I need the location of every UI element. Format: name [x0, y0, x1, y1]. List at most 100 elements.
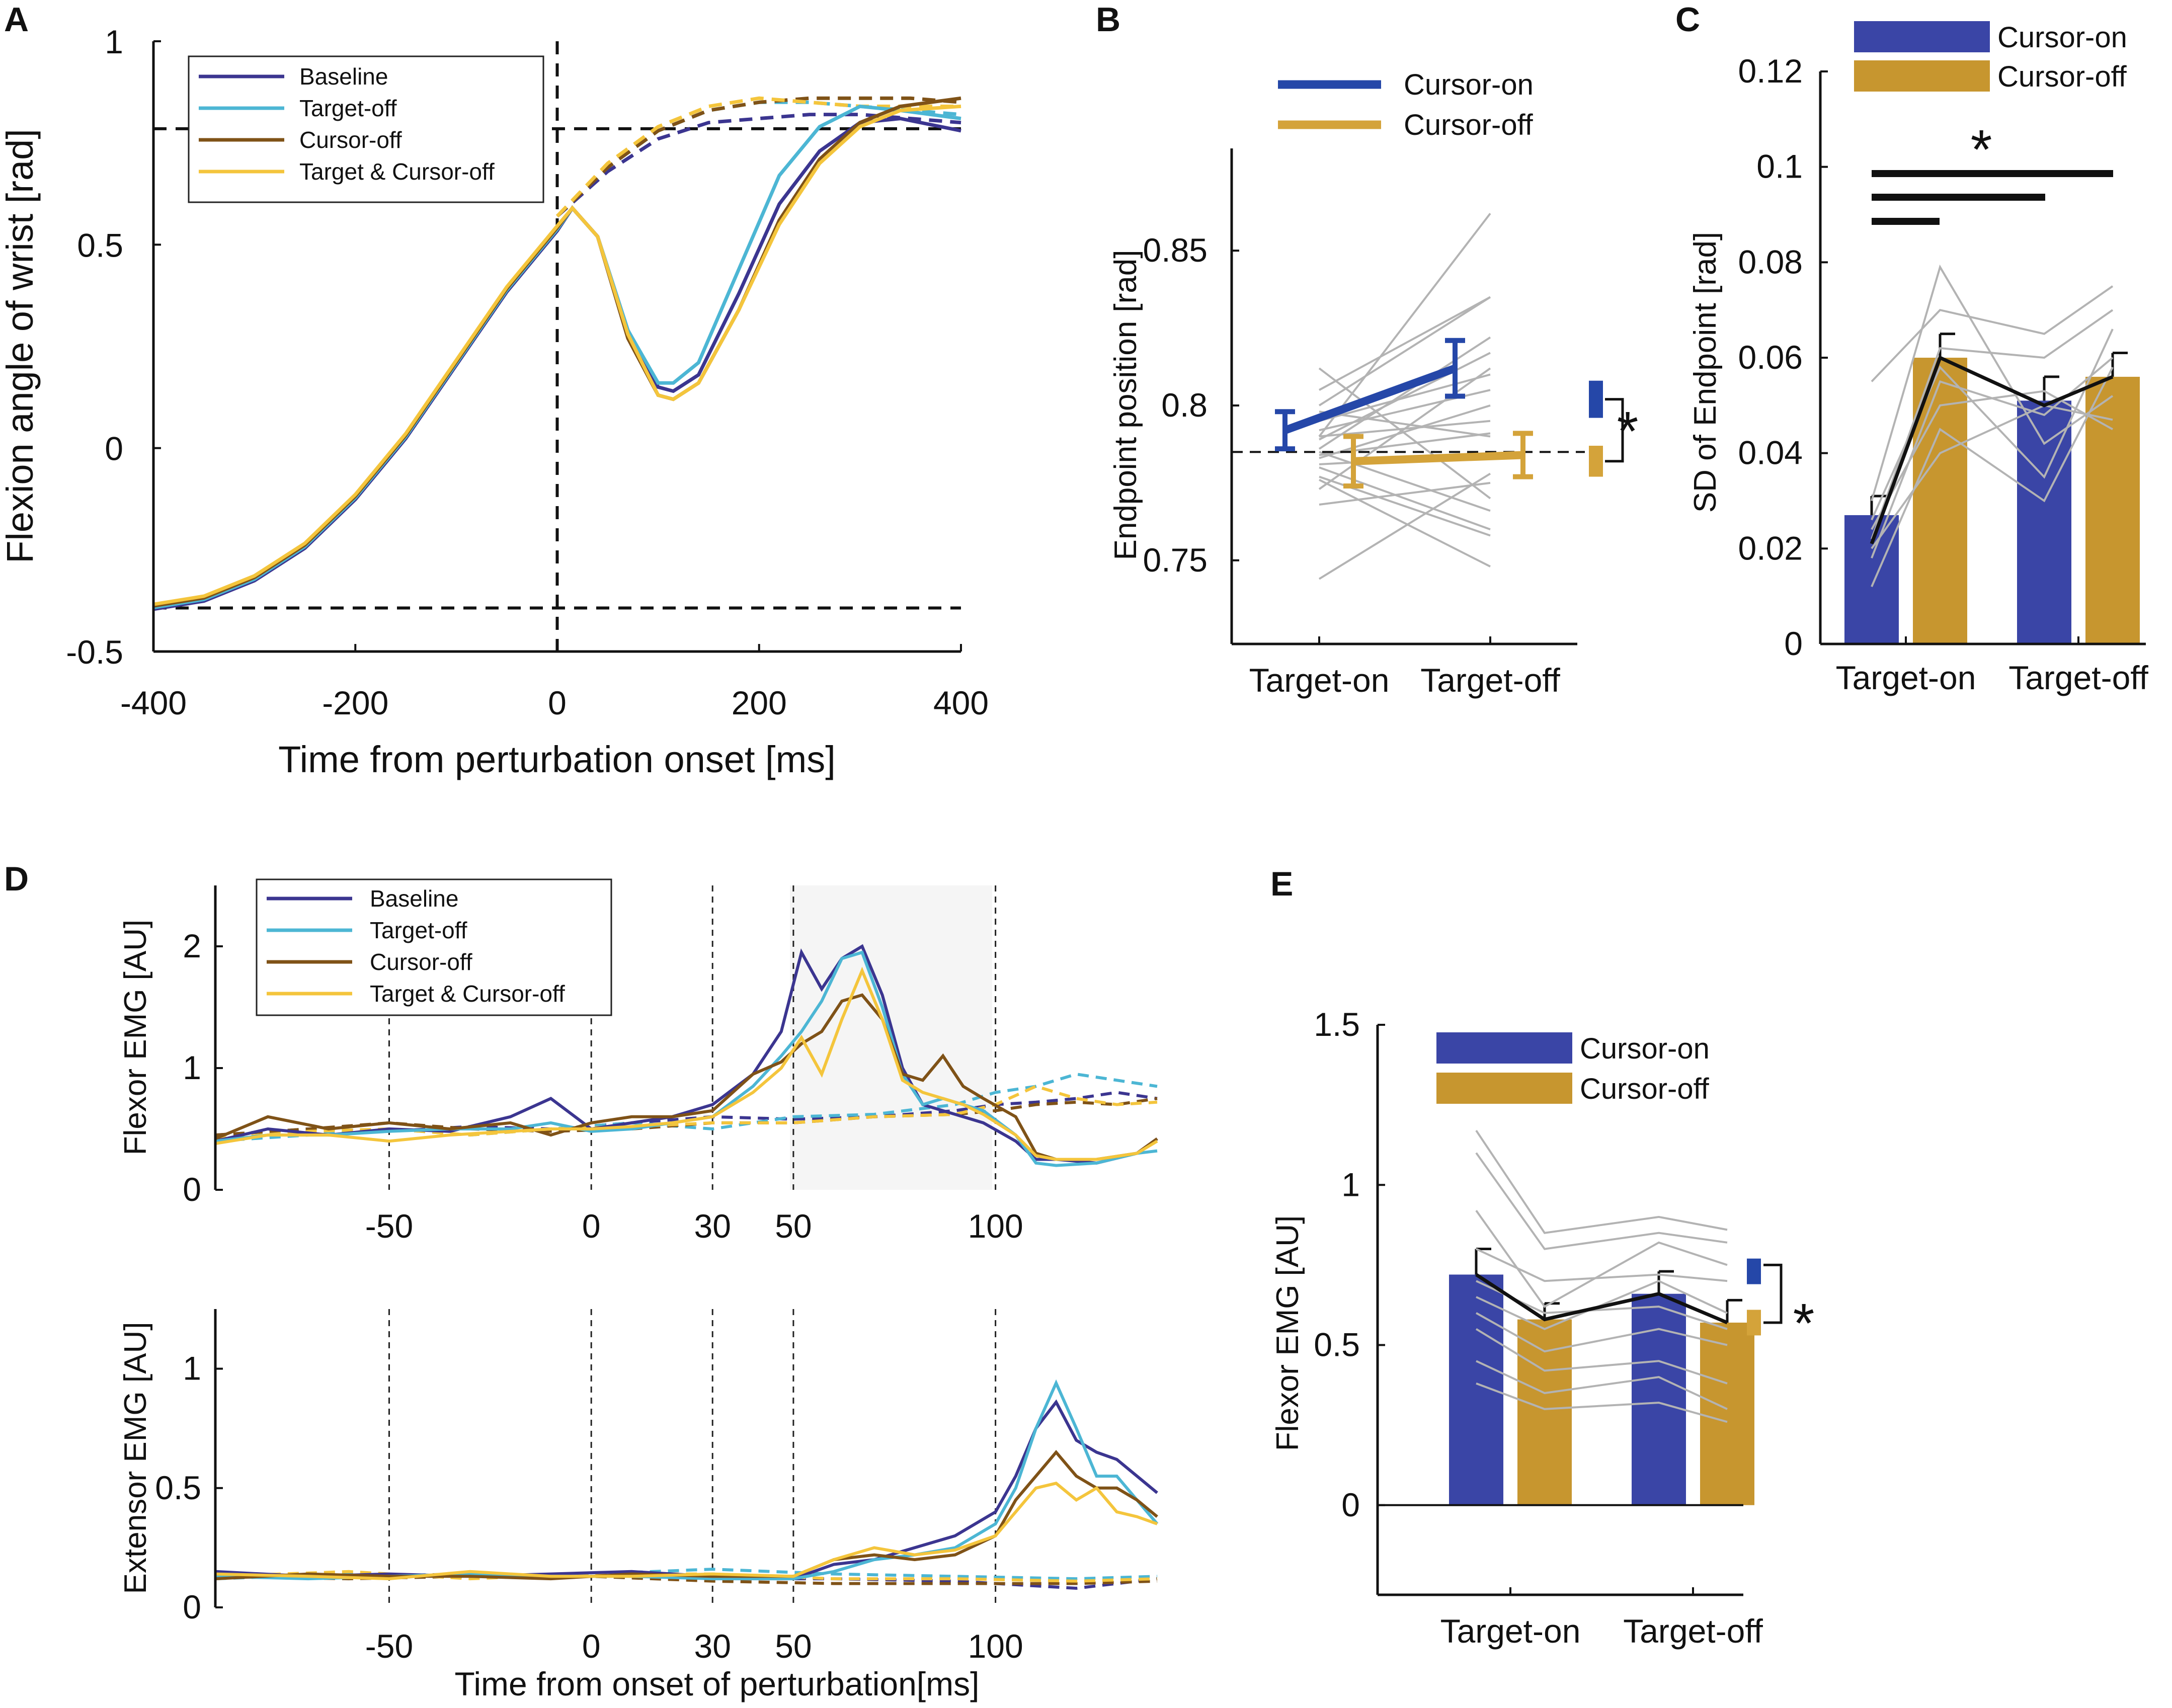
panel-e-significance: * — [1747, 1258, 1815, 1354]
panel-b-ytick-label: 0.8 — [1161, 386, 1208, 424]
panel-d-xtick-label: 30 — [694, 1628, 731, 1665]
panel-e-plot — [1378, 1129, 1754, 1506]
legend-d-baseline: Baseline — [370, 885, 458, 912]
panel-e-sig-marker-cursor-on — [1747, 1258, 1761, 1284]
panel-c-individual-line — [1871, 329, 2114, 521]
panel-c-individual-line — [1871, 357, 2114, 559]
panel-e: E Cursor-on Cursor-off 0 0.5 1 1.5 Target-on… — [1270, 865, 1814, 1650]
panel-a-ytick-label: 0 — [105, 430, 123, 467]
legend-a-target-cursor-off: Target & Cursor-off — [299, 158, 495, 185]
panel-a-line-target-cursor-off — [153, 104, 961, 606]
panel-e-legend: Cursor-on Cursor-off — [1436, 1032, 1710, 1105]
panel-d-ticks: 0 1 2 -50 0 30 50 100 0 0.5 1 -50 0 30 50 100 — [155, 927, 1023, 1665]
panel-d-x-label: Time from onset of perturbation[ms] — [455, 1665, 980, 1702]
panel-d-line-cursor-off — [214, 993, 1158, 1161]
panel-c-individual-line — [1871, 367, 2114, 587]
panel-c-ytick-label: 0.12 — [1738, 52, 1803, 90]
panel-c-ytick-label: 0.06 — [1738, 339, 1803, 376]
legend-a-baseline: Baseline — [299, 63, 388, 90]
panel-e-sig-bracket — [1763, 1263, 1783, 1324]
panel-a-series — [153, 96, 961, 611]
panel-d-line-target-cursor-off — [215, 966, 1158, 1161]
legend-c-swatch-cursor-off — [1854, 60, 1990, 92]
panel-e-bar-cursor-on — [1632, 1293, 1686, 1505]
panel-a-xtick-label: 400 — [933, 684, 989, 721]
panel-b-individual-line — [1319, 404, 1491, 459]
panel-d-flexor-y-label: Flexor EMG [AU] — [118, 920, 153, 1156]
panel-e-ytick-label: 1 — [1341, 1166, 1360, 1203]
panel-c-individual-line — [1871, 285, 2114, 382]
panel-e-individual-line — [1476, 1360, 1728, 1410]
panel-e-individual-line — [1476, 1312, 1728, 1353]
panel-b-individual-line — [1318, 296, 1491, 406]
panel-e-individual-line — [1475, 1328, 1728, 1385]
panel-d-extensor-plot — [215, 1309, 1159, 1607]
panel-b-ticks: 0.75 0.8 0.85 Target-on Target-off — [1143, 231, 1561, 699]
panel-b-sig-marker-cursor-on — [1589, 380, 1603, 418]
panel-d-ytick-label: 1 — [183, 1350, 201, 1387]
panel-b-significance: * — [1589, 380, 1638, 477]
panel-b-individual-line — [1319, 373, 1491, 422]
panel-d-xtick-label: 30 — [694, 1207, 731, 1245]
panel-e-individual-line — [1475, 1152, 1728, 1250]
panel-d-xtick-label: 100 — [968, 1628, 1023, 1665]
panel-b-sig-bracket — [1605, 398, 1624, 463]
panel-b-individual-line — [1319, 481, 1491, 506]
panel-a-y-label: Flexion angle of wrist [rad] — [0, 129, 41, 563]
panel-c-bar-cursor-on — [1844, 515, 1899, 644]
panel-e-significance-star: * — [1793, 1292, 1815, 1354]
panel-b: B Cursor-on Cursor-off 0.75 0.8 0.85 Target… — [1096, 1, 1638, 699]
legend-b-cursor-off: Cursor-off — [1404, 109, 1534, 141]
panel-c-ytick-label: 0.1 — [1756, 148, 1803, 185]
panel-a-unperturbed-cursor-off — [556, 96, 961, 218]
panel-c-label: C — [1675, 1, 1700, 39]
panel-a-unperturbed-baseline — [556, 113, 961, 218]
panel-b-individual-line — [1318, 367, 1491, 500]
panel-a-xtick-label: -400 — [120, 684, 187, 721]
panel-a-unperturbed-target-cursor-off — [555, 96, 961, 218]
panel-d-label: D — [4, 860, 29, 898]
panel-a-ytick-label: -0.5 — [66, 633, 123, 671]
legend-e-swatch-cursor-on — [1436, 1032, 1572, 1064]
panel-d-xtick-label: 0 — [582, 1628, 601, 1665]
panel-b-plot — [1232, 213, 1585, 580]
panel-b-legend: Cursor-on Cursor-off — [1278, 68, 1534, 141]
panel-e-xtick-label: Target-on — [1440, 1612, 1581, 1650]
panel-c-bar-cursor-off — [2085, 376, 2140, 644]
panel-c-y-label: SD of Endpoint [rad] — [1688, 232, 1723, 513]
panel-b-ytick-label: 0.85 — [1143, 231, 1208, 269]
panel-e-label: E — [1270, 865, 1293, 903]
legend-c-swatch-cursor-on — [1854, 21, 1990, 52]
panel-a-xtick-label: -200 — [322, 684, 388, 721]
panel-d-xtick-label: -50 — [365, 1207, 413, 1245]
panel-e-bar-cursor-off — [1700, 1322, 1754, 1505]
panel-c-significance-star: * — [1971, 119, 1992, 181]
legend-c-cursor-on: Cursor-on — [1997, 21, 2127, 54]
panel-d-xtick-label: 0 — [582, 1207, 601, 1245]
panel-c-xtick-label: Target-off — [2008, 659, 2148, 696]
panel-b-individual-line — [1319, 352, 1491, 441]
panel-b-mean-line-cursor-on — [1283, 364, 1457, 434]
panel-c-ytick-label: 0.08 — [1738, 243, 1803, 280]
panel-b-individual-line — [1318, 213, 1491, 437]
panel-d-ytick-label: 0 — [183, 1171, 201, 1208]
panel-c-bar-cursor-on — [2017, 400, 2071, 644]
panel-a-x-label: Time from perturbation onset [ms] — [278, 739, 836, 780]
panel-d-flexor-plot — [214, 885, 1158, 1190]
legend-e-swatch-cursor-off — [1436, 1073, 1572, 1104]
panel-c-ytick-label: 0.04 — [1738, 434, 1803, 471]
panel-a-ytick-label: 0.5 — [77, 226, 123, 264]
panel-b-xtick-label: Target-on — [1249, 662, 1390, 699]
panel-c-ticks: 0 0.02 0.04 0.06 0.08 0.1 0.12 Target-on Target-… — [1738, 52, 2149, 696]
panel-d-line-baseline — [215, 944, 1158, 1165]
panel-a-xtick-label: 200 — [732, 684, 787, 721]
panel-d-ytick-label: 0 — [183, 1588, 201, 1625]
panel-b-y-label: Endpoint position [rad] — [1108, 250, 1143, 560]
panel-c-individual-line — [1871, 264, 2114, 502]
panel-d-extensor-y-label: Extensor EMG [AU] — [118, 1322, 153, 1594]
legend-a-target-off: Target-off — [299, 95, 397, 121]
panel-a-ytick-label: 1 — [105, 23, 123, 60]
legend-e-cursor-off: Cursor-off — [1580, 1073, 1710, 1105]
panel-a-legend-box — [188, 55, 544, 203]
panel-d-xtick-label: -50 — [365, 1628, 413, 1665]
